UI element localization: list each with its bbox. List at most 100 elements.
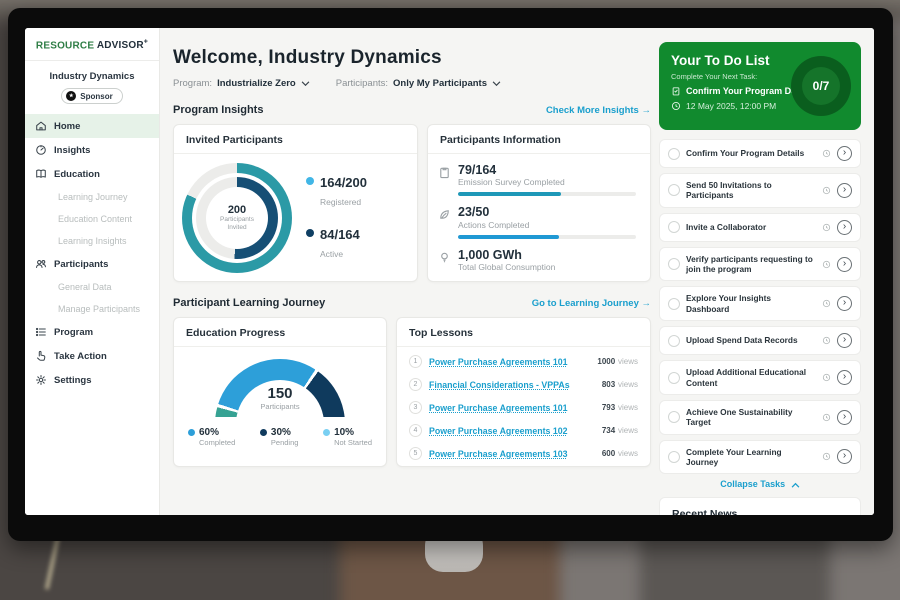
collapse-tasks-link[interactable]: Collapse Tasks	[659, 479, 861, 489]
top-lessons-title: Top Lessons	[397, 318, 650, 347]
sidebar-item-program[interactable]: Program	[25, 320, 159, 344]
education-legend: 60% Completed 30% Pending 10% Not Starte…	[174, 417, 386, 447]
participants-filter[interactable]: Participants: Only My Participants	[336, 78, 501, 89]
participants-information-card: Participants Information 79/164 Emission…	[427, 124, 651, 282]
checkbox-circle[interactable]	[668, 147, 680, 160]
chevron-right-icon[interactable]: ›	[837, 333, 852, 349]
todo-item[interactable]: Verify participants requesting to join t…	[659, 246, 861, 282]
lesson-link[interactable]: Power Purchase Agreements 102	[429, 425, 568, 436]
lesson-link[interactable]: Power Purchase Agreements 101	[429, 402, 568, 413]
todo-item[interactable]: Explore Your Insights Dashboard ›	[659, 286, 861, 322]
todo-title: Your To Do List	[671, 53, 770, 68]
views-count: 600 views	[601, 449, 638, 458]
todo-subtitle: Complete Your Next Task:	[671, 72, 758, 81]
sidebar-item-education[interactable]: Education	[25, 162, 159, 186]
chevron-right-icon[interactable]: ›	[837, 256, 852, 272]
todo-item[interactable]: Send 50 Invitations to Participants ›	[659, 173, 861, 208]
program-filter[interactable]: Program: Industrialize Zero	[173, 78, 310, 89]
education-gauge-chart: 150 Participants	[215, 359, 345, 417]
todo-item[interactable]: Invite a Collaborator ›	[659, 212, 861, 242]
top-lessons-card: Top Lessons 1 Power Purchase Agreements …	[396, 317, 651, 467]
lesson-row: 3 Power Purchase Agreements 101 793 view…	[397, 396, 650, 419]
chevron-right-icon[interactable]: ›	[837, 146, 852, 161]
clock-icon	[822, 260, 831, 268]
checkbox-circle[interactable]	[668, 221, 680, 234]
book-icon	[36, 169, 46, 179]
rank-badge: 2	[409, 378, 422, 391]
lightbulb-icon	[441, 252, 448, 262]
sidebar-item-home[interactable]: Home	[25, 114, 159, 139]
actions-completed-stat: 23/50 Actions Completed	[438, 205, 636, 239]
views-count: 803 views	[601, 380, 638, 389]
recent-news-card: Recent News	[659, 497, 861, 515]
checkbox-circle[interactable]	[668, 450, 680, 463]
sidebar-item-general-data[interactable]: General Data	[58, 282, 112, 293]
chevron-right-icon[interactable]: ›	[837, 409, 852, 425]
filter-bar: Program: Industrialize Zero Participants…	[173, 78, 651, 89]
app-logo: RESOURCE ADVISOR+	[25, 28, 159, 62]
todo-item[interactable]: Confirm Your Program Details ›	[659, 139, 861, 168]
sidebar-item-settings[interactable]: Settings	[25, 368, 159, 392]
sidebar-item-insights[interactable]: Insights	[25, 138, 159, 162]
chevron-right-icon[interactable]: ›	[837, 219, 852, 235]
lesson-row: 4 Power Purchase Agreements 102 734 view…	[397, 419, 650, 442]
clock-icon	[822, 186, 831, 194]
program-insights-header: Program Insights Check More Insights →	[173, 104, 651, 116]
participants-information-title: Participants Information	[428, 125, 650, 154]
go-to-learning-journey-link[interactable]: Go to Learning Journey →	[531, 297, 652, 309]
gear-icon	[36, 375, 46, 386]
lesson-row: 1 Power Purchase Agreements 101 1000 vie…	[397, 350, 650, 373]
sidebar-item-manage-participants[interactable]: Manage Participants	[58, 304, 141, 315]
sponsor-badge-label: Sponsor	[80, 91, 113, 101]
pending-legend-item: 30% Pending	[259, 427, 298, 447]
arrow-right-icon: →	[641, 104, 652, 116]
sidebar-item-participants[interactable]: Participants	[25, 252, 159, 276]
emission-survey-stat: 79/164 Emission Survey Completed	[438, 163, 636, 197]
org-name: Industry Dynamics	[49, 71, 135, 83]
home-icon	[36, 121, 46, 131]
logo-advisor: ADVISOR+	[96, 39, 149, 52]
sidebar-item-learning-insights[interactable]: Learning Insights	[58, 236, 127, 247]
sponsor-badge: ★ Sponsor	[61, 88, 123, 105]
monitor-bezel: RESOURCE ADVISOR+ Industry Dynamics ★ Sp…	[8, 8, 893, 541]
checkbox-circle[interactable]	[668, 334, 680, 347]
chevron-right-icon[interactable]: ›	[837, 182, 852, 198]
check-more-insights-link[interactable]: Check More Insights →	[545, 104, 652, 116]
chevron-right-icon[interactable]: ›	[837, 449, 852, 465]
todo-item[interactable]: Upload Spend Data Records ›	[659, 326, 861, 356]
invited-participants-title: Invited Participants	[174, 125, 417, 154]
todo-item[interactable]: Complete Your Learning Journey ›	[659, 439, 861, 475]
sidebar-item-take-action[interactable]: Take Action	[25, 344, 159, 368]
lesson-link[interactable]: Power Purchase Agreements 101	[429, 356, 568, 367]
views-count: 1000 views	[597, 357, 638, 366]
lesson-link[interactable]: Financial Considerations - VPPAs	[429, 379, 570, 390]
clock-icon	[822, 149, 831, 158]
lesson-row: 5 Power Purchase Agreements 103 600 view…	[397, 442, 650, 465]
clock-icon	[671, 101, 681, 111]
todo-due-date: 12 May 2025, 12:00 PM	[671, 101, 849, 111]
todo-item[interactable]: Achieve One Sustainability Target ›	[659, 399, 861, 435]
clipboard-icon	[440, 167, 449, 179]
sidebar-item-education-content[interactable]: Education Content	[58, 214, 133, 225]
checkbox-circle[interactable]	[668, 184, 680, 197]
sidebar-item-learning-journey[interactable]: Learning Journey	[58, 192, 128, 203]
todo-item[interactable]: Upload Additional Educational Content ›	[659, 360, 861, 395]
registered-dot	[306, 177, 314, 185]
consumption-stat: 1,000 GWh Total Global Consumption	[438, 248, 636, 272]
learning-journey-title: Participant Learning Journey	[173, 297, 326, 309]
registered-legend-item: 164/200 Registered	[306, 174, 367, 210]
checkbox-circle[interactable]	[668, 411, 680, 424]
checkbox-circle[interactable]	[668, 371, 680, 384]
checkbox-circle[interactable]	[668, 258, 680, 271]
education-progress-title: Education Progress	[174, 318, 386, 347]
checkbox-circle[interactable]	[668, 297, 680, 310]
actions-completed-progressbar	[458, 234, 636, 239]
chevron-right-icon[interactable]: ›	[837, 370, 852, 386]
clock-icon	[822, 413, 831, 421]
todo-progress-ring: 0/7	[791, 56, 851, 116]
invited-center-label: Participants Invited	[220, 215, 254, 231]
lesson-link[interactable]: Power Purchase Agreements 103	[429, 448, 568, 459]
arrow-right-icon: →	[641, 297, 652, 309]
rank-badge: 1	[409, 355, 422, 368]
chevron-right-icon[interactable]: ›	[837, 296, 852, 312]
